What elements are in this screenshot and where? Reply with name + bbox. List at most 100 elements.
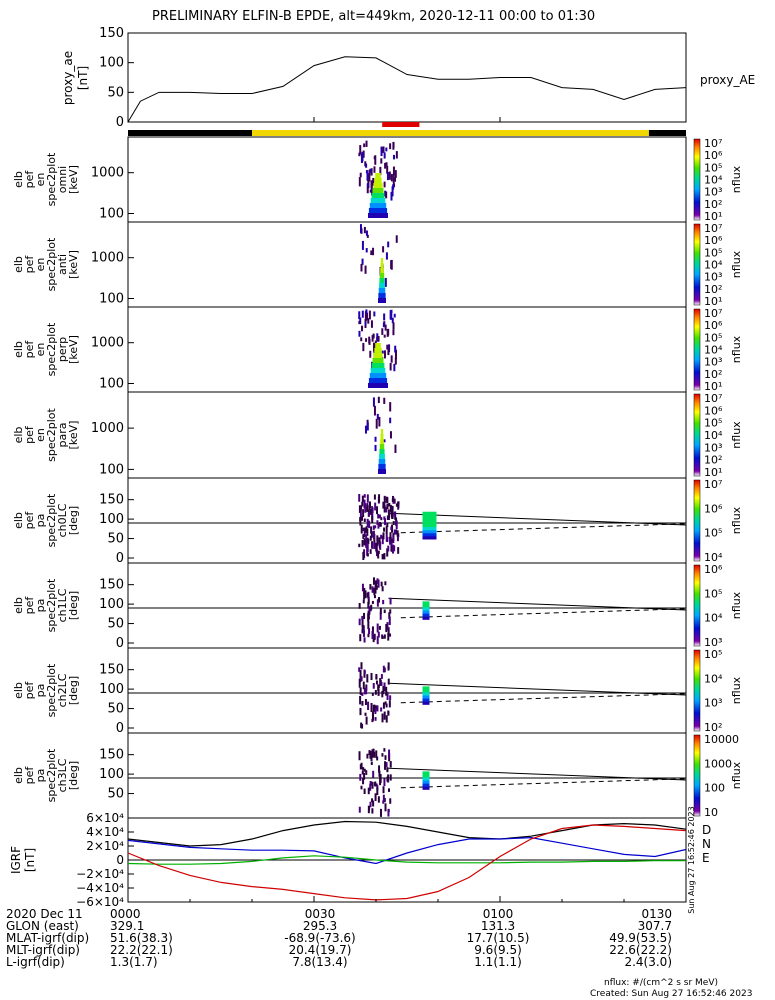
pitch-cell [371,714,374,721]
pitch-cell [387,678,390,685]
spectrogram-cell [373,342,376,352]
pitch-cell [422,695,430,702]
footer-created: Created: Sun Aug 27 16:52:46 2023 [590,989,753,999]
spectrogram-ytick-label: 1000 [91,251,124,266]
colorbar-label: nflux [730,506,743,534]
pitch-cell [369,501,372,509]
pitch-cell [360,676,363,681]
spectrogram-ytick-label: 100 [99,462,124,477]
ephemeris-value: 0000 [110,907,141,921]
pitch-cell [361,629,364,634]
pitch-cell [380,674,383,679]
pitch-cell [371,692,374,696]
spectrogram-cell [372,358,384,363]
spectrogram-cell [378,459,386,464]
pitch-cell [366,553,369,557]
colorbar [693,308,701,391]
pitch-cell [392,521,395,526]
ephemeris-value: 9.6(9.5) [474,943,522,957]
colorbar-tick-label: 10³ [704,441,722,454]
pitch-cell [378,514,381,519]
spectrogram-cell [370,250,373,256]
pitch-cell [362,599,365,604]
pitch-cell [369,781,372,786]
loss-cone-line [388,682,687,696]
ephemeris-value: 17.7(10.5) [467,931,530,945]
pitch-cell [358,505,361,513]
panel-ylabel: spec2plot [45,152,58,206]
pitch-cell [365,687,368,695]
pitch-cell [372,530,375,540]
pitch-cell [371,515,374,524]
pitch-cell [361,583,364,592]
pitch-cell [380,581,383,587]
ephemeris-value: 1.1(1.1) [474,955,522,969]
pitch-cell [422,514,437,521]
panel-ylabel: en [34,343,47,357]
pitch-cell [367,596,370,605]
pitch-cell [382,794,385,802]
colorbar-tick-label: 1000 [704,757,732,770]
spectrogram-cell [380,429,384,434]
pitch-cell [369,750,372,759]
spectrogram-cell [366,422,369,431]
spectrogram-cell [360,337,363,342]
pitch-cell [422,698,430,705]
pitch-cell [381,553,384,560]
pitch-cell [375,750,378,758]
loss-cone-line [388,512,687,526]
colorbar-label: nflux [730,165,743,193]
spectrogram-cell [378,298,386,303]
spectrogram-cell [361,325,364,332]
colorbar-tick-label: 10 [704,806,718,819]
spectrogram-cell [365,338,368,342]
pitch-cell [392,544,395,554]
pitch-cell [393,545,396,552]
pitch-cell [390,526,393,530]
spectrogram-cell [382,146,385,153]
pitch-cell [389,532,392,539]
ephemeris-row-label: L-igrf(dip) [6,955,65,969]
panel-ylabel: [keV] [67,335,80,364]
colorbar-tick-label: 10⁵ [704,331,722,344]
pitch-cell [383,711,386,720]
pitch-cell [378,625,381,630]
pitch-cell [387,711,390,716]
pitch-cell [390,539,393,546]
pitch-cell [366,494,369,503]
panel-ylabel: pef [23,340,36,359]
pitch-cell [364,712,367,716]
ephemeris-row-label: MLAT-igrf(dip) [6,931,89,945]
pitch-cell [370,761,373,765]
spectrogram-cell [366,173,369,181]
pitch-cell [382,800,385,804]
spectrogram-cell [368,208,388,213]
spectrogram-cell [380,268,384,273]
panel-ylabel: [deg] [67,761,80,790]
spectrogram-cell [379,273,385,278]
pitch-cell [384,803,387,812]
pitch-cell [366,543,369,553]
colorbar-tick-label: 10⁶ [704,319,723,332]
pitch-cell [374,502,377,511]
pitch-cell [367,701,370,711]
pitch-cell [384,701,387,705]
igrf-ytick-label: −4×10⁴ [76,881,124,895]
pitch-cell [377,579,380,588]
pitch-cell [382,786,385,794]
colorbar-tick-label: 10⁴ [704,672,723,685]
panel-ylabel: ch1LC [56,588,69,622]
pitch-cell [367,610,370,620]
spectrogram-cell [369,373,387,378]
spectrogram-cell [392,166,395,176]
pitch-ytick-label: 0 [116,551,124,566]
pitch-cell [370,672,373,681]
page-title: PRELIMINARY ELFIN-B EPDE, alt=449km, 202… [152,9,596,24]
pitch-cell [359,518,362,526]
pitch-cell [379,777,382,784]
pitch-cell [381,635,384,639]
pitch-cell [359,634,362,642]
pitch-cell [371,808,374,814]
pitch-cell [385,686,388,696]
spectrogram-cell [362,150,365,158]
